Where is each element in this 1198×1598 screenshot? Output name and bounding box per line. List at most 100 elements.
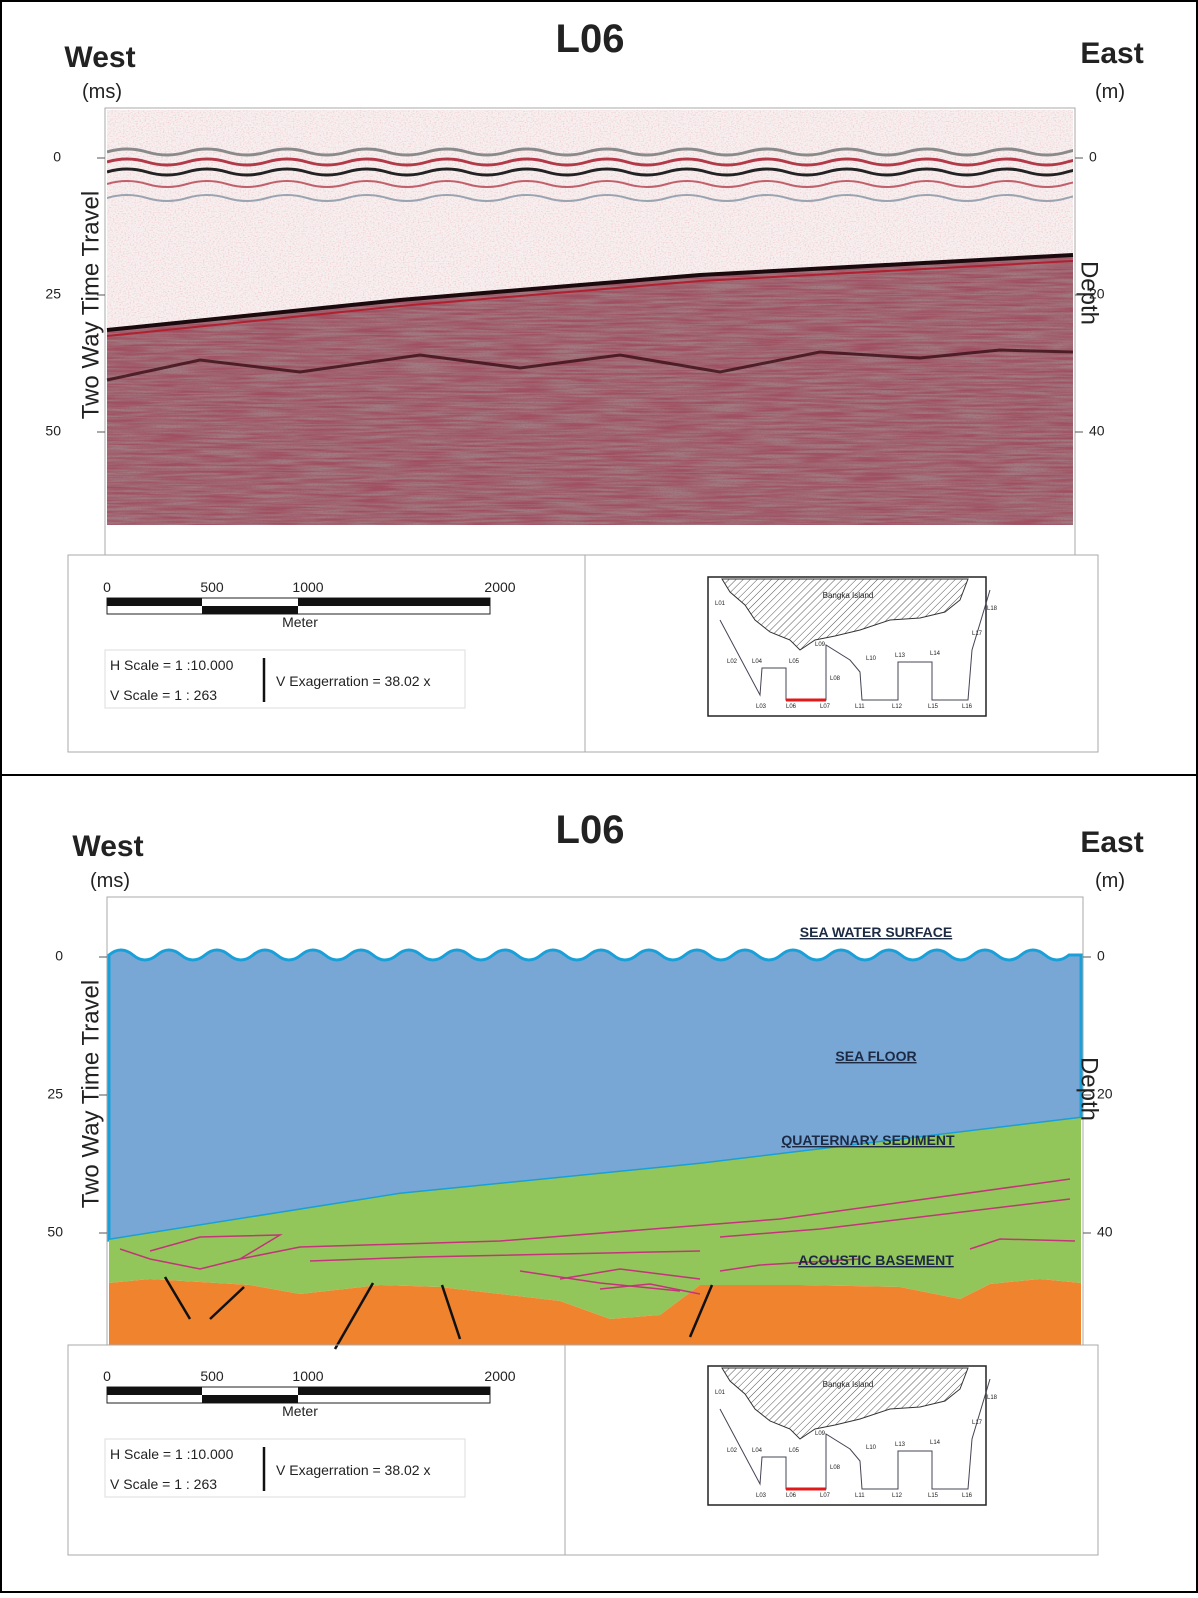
map-line-label: L02 [727, 1448, 738, 1454]
v-scale: V Scale = 1 : 263 [110, 687, 217, 703]
interpretation-panel: L06 West East (ms) (m) Two Way Time Travel Dep… [47, 808, 1144, 1556]
reflector [107, 167, 1073, 177]
scale-unit: Meter [282, 614, 318, 630]
scale-bar-label: 1000 [292, 579, 323, 595]
map-line-label: L18 [987, 1395, 998, 1401]
right-unit: (m) [1095, 870, 1125, 892]
map-line-label: L09 [815, 642, 826, 648]
layer-label: SEA WATER SURFACE [800, 924, 952, 940]
map-line-label: L08 [830, 1465, 841, 1471]
left-tick-label: 25 [45, 286, 61, 302]
map-line-label: L05 [789, 659, 800, 665]
map-line-label: L06 [786, 1493, 797, 1499]
island-label: Bangka Island [823, 1380, 874, 1389]
map-line-label: L03 [756, 1493, 767, 1499]
left-tick-label: 0 [55, 948, 63, 964]
v-exaggeration: V Exagerration = 38.02 x [276, 673, 431, 689]
sea-floor-reflector [106, 260, 1074, 337]
map-line-label: L12 [892, 1493, 903, 1499]
seismic-panel: L06 West East (ms) (m) Two Way Time Travel Dep… [45, 17, 1144, 753]
right-tick-label: 20 [1097, 1086, 1113, 1102]
scale-bar-label: 2000 [484, 579, 515, 595]
scale-bar-seg [298, 598, 490, 606]
left-tick-label: 50 [47, 1224, 63, 1240]
right-tick-label: 40 [1089, 423, 1105, 439]
map-box [564, 1344, 1099, 1556]
west-label: West [64, 41, 135, 74]
location-map: Bangka Island L01 L02 L03 L04 L05 L06 L07 L08 L09… [707, 576, 998, 717]
scale-info-box [104, 1438, 466, 1498]
map-line-label: L17 [972, 1420, 983, 1426]
profile-title: L06 [556, 17, 625, 61]
scale-bar-seg [202, 1395, 298, 1403]
map-line-label: L08 [830, 676, 841, 682]
right-axis-title: Depth [1076, 261, 1103, 325]
survey-lines [719, 1378, 991, 1490]
scale-bar-seg [107, 598, 202, 606]
right-tick-label: 20 [1089, 286, 1105, 302]
map-line-label: L16 [962, 1493, 973, 1499]
right-unit: (m) [1095, 81, 1125, 103]
reflector [107, 147, 1073, 157]
map-line-label: L13 [895, 653, 906, 659]
map-line-label: L15 [928, 704, 939, 710]
faults [163, 1276, 714, 1350]
scale-bar-label: 0 [103, 579, 111, 595]
scale-bar-label: 1000 [292, 1368, 323, 1384]
layer-label: SEA FLOOR [835, 1048, 916, 1064]
right-tick-label: 0 [1089, 149, 1097, 165]
map-line-label: L03 [756, 704, 767, 710]
scale-bar-seg [298, 1387, 490, 1395]
scale-bar-seg [107, 1387, 202, 1395]
v-exaggeration: V Exagerration = 38.02 x [276, 1462, 431, 1478]
map-line-label: L10 [866, 1445, 877, 1451]
scale-bar-label: 500 [200, 579, 224, 595]
map-line-label: L01 [715, 1390, 726, 1396]
scale-bar-seg [202, 606, 298, 614]
reflectors [107, 147, 1073, 202]
map-line-label: L07 [820, 704, 831, 710]
map-box [584, 554, 1099, 753]
island [721, 578, 969, 651]
scale-bar-label: 0 [103, 1368, 111, 1384]
map-line-label: L11 [855, 1493, 865, 1499]
h-scale: H Scale = 1 :10.000 [110, 657, 234, 673]
map-line-label: L14 [930, 651, 941, 657]
map-line-label: L14 [930, 1440, 941, 1446]
map-line-label: L06 [786, 704, 797, 710]
quaternary-sediment [109, 1118, 1081, 1319]
basement-reflector [106, 348, 1074, 382]
scale-bar-label: 2000 [484, 1368, 515, 1384]
profile-title: L06 [556, 808, 625, 852]
scale-bar-label: 500 [200, 1368, 224, 1384]
map-line-label: L15 [928, 1493, 939, 1499]
left-tick-label: 50 [45, 423, 61, 439]
left-unit: (ms) [82, 81, 122, 103]
island-label: Bangka Island [823, 591, 874, 600]
map-line-label: L04 [752, 1448, 763, 1454]
location-map: Bangka Island L01 L02 L03 L04 L05 L06 L07 L08 L09… [707, 1365, 998, 1506]
right-tick-label: 0 [1097, 948, 1105, 964]
right-tick-label: 40 [1097, 1224, 1113, 1240]
sea-floor-reflector [106, 253, 1074, 332]
map-line-label: L07 [820, 1493, 831, 1499]
left-axis-title: Two Way Time Travel [77, 191, 104, 420]
right-axis-title: Depth [1076, 1057, 1103, 1121]
internal-reflectors [119, 1178, 1076, 1295]
map-line-label: L05 [789, 1448, 800, 1454]
reflector [107, 157, 1073, 167]
map-line-label: L11 [855, 704, 865, 710]
map-line-label: L13 [895, 1442, 906, 1448]
map-line-label: L12 [892, 704, 903, 710]
layer-label: QUATERNARY SEDIMENT [781, 1132, 955, 1148]
east-label: East [1080, 826, 1143, 859]
map-line-label: L04 [752, 659, 763, 665]
east-label: East [1080, 37, 1143, 70]
survey-lines [719, 589, 991, 701]
scale-unit: Meter [282, 1403, 318, 1419]
v-scale: V Scale = 1 : 263 [110, 1476, 217, 1492]
left-tick-label: 25 [47, 1086, 63, 1102]
